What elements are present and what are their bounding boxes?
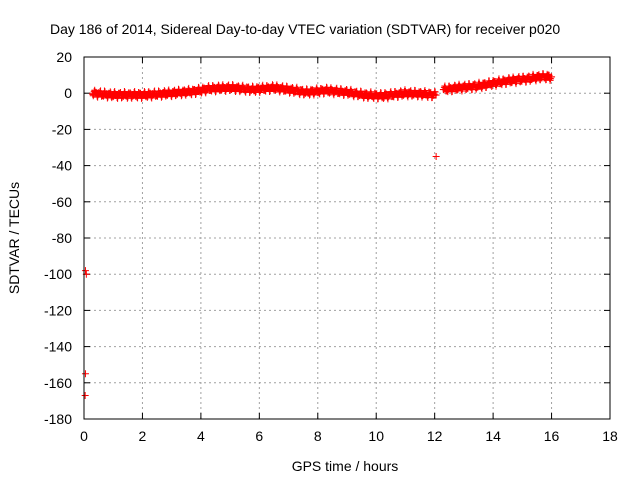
outlier-point <box>81 267 89 275</box>
y-tick-label: -160 <box>44 375 72 391</box>
trend-point <box>285 86 293 94</box>
trend-point <box>378 92 386 100</box>
axis-ticks: 0 2 4 6 8 10 12 14 16 18 20 0 -20 -40 -60 -80 -100 -120 -1… <box>44 49 618 444</box>
x-tick-label: 18 <box>602 428 618 444</box>
trend-point <box>507 77 515 85</box>
trend-point <box>422 90 430 98</box>
trend-point <box>89 89 97 97</box>
y-tick-label: -140 <box>44 339 72 355</box>
trend-point <box>206 85 214 93</box>
trend-point <box>343 88 351 96</box>
x-tick-label: 12 <box>427 428 443 444</box>
x-axis-label: GPS time / hours <box>292 458 399 474</box>
x-tick-label: 8 <box>314 428 322 444</box>
outlier-point <box>432 153 440 161</box>
y-tick-label: -100 <box>44 266 72 282</box>
y-tick-label: -180 <box>44 411 72 427</box>
y-tick-label: -60 <box>52 194 72 210</box>
trend-point <box>524 75 532 83</box>
y-tick-label: -80 <box>52 230 72 246</box>
outlier-point <box>81 391 89 399</box>
y-tick-label: -40 <box>52 158 72 174</box>
grid-lines <box>84 57 610 419</box>
trend-point <box>191 87 199 95</box>
trend-point <box>548 73 556 81</box>
outlier-point <box>81 370 89 378</box>
trend-point <box>226 84 234 92</box>
trend-point <box>401 89 409 97</box>
trend-point <box>454 84 462 92</box>
trend-point <box>361 91 369 99</box>
trend-point <box>536 73 544 81</box>
trend-point <box>302 88 310 96</box>
y-tick-label: 0 <box>64 85 72 101</box>
trend-point <box>168 89 176 97</box>
trend-point <box>489 79 497 87</box>
x-tick-label: 2 <box>139 428 147 444</box>
chart-title: Day 186 of 2014, Sidereal Day-to-day VTE… <box>50 21 560 37</box>
x-tick-label: 0 <box>80 428 88 444</box>
trend-point <box>323 86 331 94</box>
x-tick-label: 6 <box>255 428 263 444</box>
data-points <box>81 70 556 399</box>
x-tick-label: 16 <box>544 428 560 444</box>
y-tick-label: -20 <box>52 121 72 137</box>
trend-point <box>475 82 482 90</box>
y-axis-label: SDTVAR / TECUs <box>6 182 22 294</box>
trend-point <box>138 91 146 99</box>
y-tick-label: -120 <box>44 302 72 318</box>
x-tick-label: 14 <box>485 428 501 444</box>
trend-point <box>439 86 447 94</box>
trend-point <box>109 91 117 99</box>
x-tick-label: 10 <box>368 428 384 444</box>
x-tick-label: 4 <box>197 428 205 444</box>
trend-point <box>249 86 257 94</box>
trend-point <box>270 84 278 92</box>
trend-point <box>432 91 440 99</box>
plot-frame <box>83 56 611 420</box>
y-tick-label: 20 <box>56 49 72 65</box>
